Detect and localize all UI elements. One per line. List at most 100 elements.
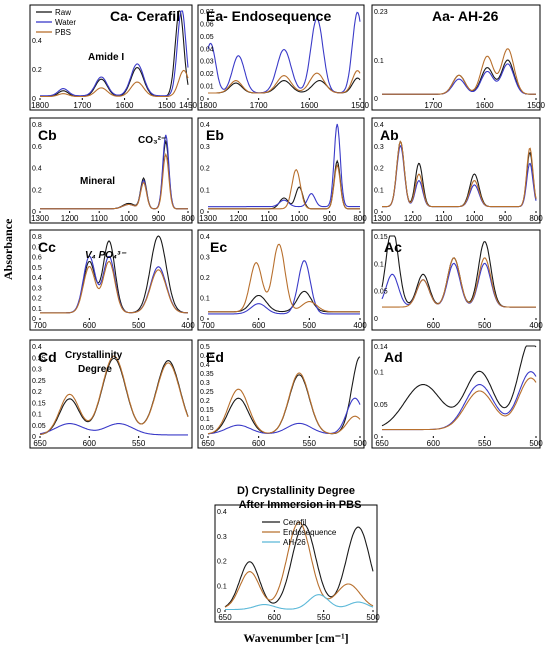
series-line-cd-water — [39, 423, 188, 436]
y-axis-label: Absorbance — [1, 218, 15, 280]
annotation-degree: Degree — [78, 364, 112, 375]
x-tick-label-cb: 900 — [152, 214, 166, 223]
x-tick-label-ed: 550 — [303, 439, 317, 448]
x-tick-label-cb: 800 — [181, 214, 195, 223]
y-tick-label-aa: 0.1 — [374, 58, 384, 65]
y-tick-label-aa: 0.23 — [374, 9, 388, 16]
panel-title-cd: Cd — [38, 349, 57, 365]
y-tick-label-cc: 0.7 — [32, 244, 42, 251]
x-tick-label-ea: 1500 — [351, 101, 369, 110]
y-tick-label-cd: 0.35 — [32, 355, 46, 362]
x-tick-label-aa: 1700 — [424, 101, 442, 110]
series-line-ab-pbs — [382, 140, 537, 208]
x-tick-label-cc: 600 — [83, 321, 97, 330]
panel-frame-cb — [29, 117, 193, 224]
x-tick-label-ec: 400 — [353, 321, 367, 330]
panel-title-ad: Ad — [384, 349, 403, 365]
series-line-ad-pbs — [382, 377, 537, 431]
y-tick-label-ad: 0 — [374, 434, 378, 441]
y-tick-label-ea: 0.07 — [200, 9, 214, 16]
x-tick-label-d: 550 — [317, 613, 331, 622]
x-tick-label-ed: 500 — [353, 439, 367, 448]
series-line-ea-pbs — [208, 70, 361, 94]
y-tick-label-ed: 0.2 — [200, 398, 210, 405]
legend-label-ca-pbs: PBS — [55, 28, 71, 37]
y-tick-label-ea: 0.06 — [200, 21, 214, 28]
y-tick-label-d: 0.3 — [217, 534, 227, 541]
y-tick-label-cc: 0.6 — [32, 255, 42, 262]
y-tick-label-ad: 0.05 — [374, 402, 388, 409]
y-tick-label-eb: 0 — [200, 209, 204, 216]
y-tick-label-ab: 0.1 — [374, 187, 384, 194]
panel-frame-ac — [371, 229, 541, 331]
series-line-ec-pbs — [208, 243, 360, 313]
y-tick-label-ea: 0.02 — [200, 71, 214, 78]
x-tick-label-ab: 1300 — [373, 214, 391, 223]
series-line-ea-raw — [208, 77, 361, 94]
y-tick-label-ac: 0.05 — [374, 289, 388, 296]
series-line-eb-water — [208, 123, 360, 208]
x-tick-label-ac: 500 — [478, 321, 492, 330]
panel-title-eb: Eb — [206, 127, 224, 143]
y-tick-label-cd: 0.3 — [32, 367, 42, 374]
x-tick-label-d: 600 — [268, 613, 282, 622]
series-line-eb-raw — [208, 159, 360, 210]
x-tick-label-ab: 1000 — [466, 214, 484, 223]
panel-title-aa: Aa- AH-26 — [432, 8, 499, 24]
y-tick-label-cd: 0.05 — [32, 423, 46, 430]
x-tick-label-ad: 550 — [478, 439, 492, 448]
y-tick-label-d: 0.4 — [217, 509, 227, 516]
y-tick-label-ab: 0.2 — [374, 166, 384, 173]
x-tick-label-aa: 1500 — [527, 101, 545, 110]
series-line-ec-water — [208, 260, 360, 315]
series-line-aa-raw — [382, 59, 536, 95]
x-tick-label-cc: 700 — [33, 321, 47, 330]
series-line-eb-pbs — [208, 163, 360, 210]
panel-title-ca: Ca- Cerafil — [110, 8, 180, 24]
y-tick-label-ac: 0.1 — [374, 261, 384, 268]
panel-frame-cd — [29, 339, 193, 449]
x-tick-label-cb: 1300 — [31, 214, 49, 223]
x-tick-label-eb: 1300 — [199, 214, 217, 223]
y-tick-label-ea: 0.03 — [200, 59, 214, 66]
panel-frame-ad — [371, 339, 541, 449]
y-tick-label-ed: 0.45 — [200, 353, 214, 360]
y-tick-label-ab: 0.3 — [374, 144, 384, 151]
x-tick-label-eb: 1100 — [260, 214, 278, 223]
y-tick-label-cd: 0.4 — [32, 344, 42, 351]
x-tick-label-ea: 1700 — [250, 101, 268, 110]
series-line-ed-raw — [207, 356, 361, 435]
x-tick-label-ec: 500 — [303, 321, 317, 330]
y-tick-label-ec: 0.2 — [200, 275, 210, 282]
y-tick-label-cd: 0.25 — [32, 378, 46, 385]
series-line-cd-raw — [39, 357, 189, 436]
series-line-ec-raw — [208, 290, 360, 313]
y-tick-label-ea: 0 — [200, 96, 204, 103]
legend-label-ca-raw: Raw — [55, 8, 71, 17]
y-tick-label-d: 0 — [217, 608, 221, 615]
panel-title-ed: Ed — [206, 349, 224, 365]
y-tick-label-eb: 0.2 — [200, 166, 210, 173]
y-tick-label-ea: 0.04 — [200, 46, 214, 53]
y-tick-label-cb: 0.2 — [32, 187, 42, 194]
series-line-d-cerafil — [224, 524, 374, 608]
series-line-ca-water — [40, 10, 189, 97]
x-tick-label-ca: 1500 — [158, 101, 176, 110]
y-tick-label-cc: 0.2 — [32, 296, 42, 303]
y-tick-label-ac: 0.15 — [374, 234, 388, 241]
y-tick-label-ad: 0.14 — [374, 344, 388, 351]
x-tick-label-ed: 650 — [201, 439, 215, 448]
y-tick-label-cd: 0.15 — [32, 400, 46, 407]
y-tick-label-cc: 0 — [32, 316, 36, 323]
y-tick-label-cb: 0.4 — [32, 166, 42, 173]
x-tick-label-ec: 600 — [252, 321, 266, 330]
y-tick-label-ec: 0 — [200, 316, 204, 323]
y-tick-label-d: 0.1 — [217, 583, 227, 590]
y-tick-label-cc: 0.1 — [32, 306, 42, 313]
x-tick-label-aa: 1600 — [476, 101, 494, 110]
series-line-cd-pbs — [39, 355, 189, 435]
annotation-amide-i: Amide I — [88, 52, 124, 63]
x-tick-label-ca: 1450 — [179, 101, 197, 110]
panel-frame-aa — [371, 4, 541, 111]
panel-frame-ab — [371, 117, 541, 224]
